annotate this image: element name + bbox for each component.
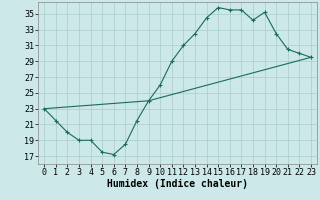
X-axis label: Humidex (Indice chaleur): Humidex (Indice chaleur) [107, 179, 248, 189]
